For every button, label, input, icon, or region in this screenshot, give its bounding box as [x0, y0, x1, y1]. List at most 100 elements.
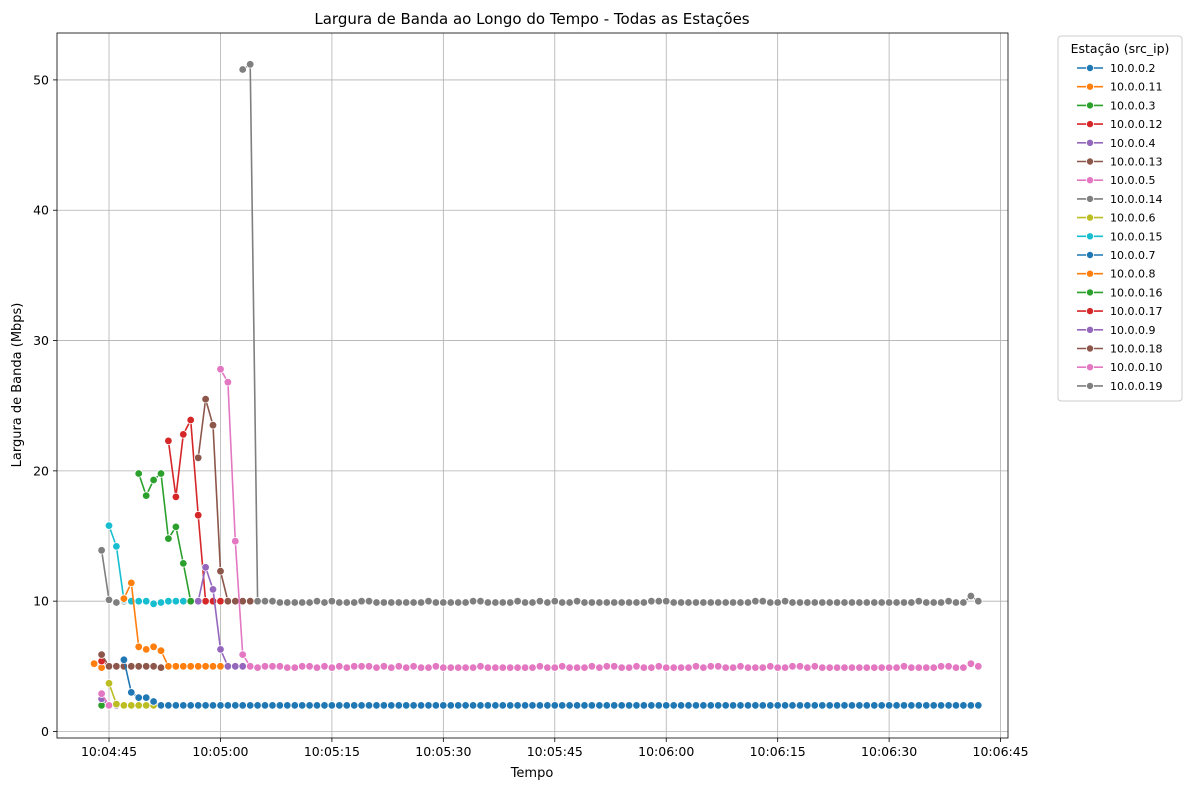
- data-point: [290, 663, 299, 672]
- data-point: [416, 663, 426, 672]
- data-point: [119, 701, 129, 710]
- data-point: [498, 701, 507, 710]
- data-point: [424, 701, 433, 710]
- data-point: [402, 701, 411, 710]
- legend-marker: [1086, 101, 1095, 110]
- x-tick-label: 10:06:45: [973, 744, 1029, 759]
- data-point: [186, 701, 195, 710]
- data-point: [164, 662, 173, 671]
- series-10-0-0-10: [216, 365, 983, 672]
- data-point: [884, 701, 894, 710]
- data-point: [216, 567, 225, 576]
- data-point: [134, 597, 143, 606]
- data-point: [743, 598, 753, 607]
- data-point: [936, 598, 946, 607]
- data-point: [171, 662, 181, 671]
- data-point: [268, 662, 277, 671]
- data-point: [780, 701, 790, 710]
- legend-item: 10.0.0.13: [1077, 156, 1162, 169]
- data-point: [379, 598, 389, 607]
- data-point: [283, 701, 292, 710]
- data-point: [305, 701, 314, 710]
- data-point: [520, 598, 530, 607]
- data-point: [736, 662, 745, 671]
- y-tick-label: 50: [33, 72, 49, 87]
- data-point: [216, 662, 225, 671]
- data-point: [951, 663, 961, 672]
- data-point: [788, 598, 797, 607]
- data-point: [238, 662, 247, 671]
- legend-item: 10.0.0.2: [1077, 62, 1155, 75]
- legend-label: 10.0.0.18: [1110, 343, 1162, 356]
- data-point: [89, 659, 99, 668]
- data-point: [112, 542, 121, 551]
- legend-label: 10.0.0.8: [1110, 268, 1155, 281]
- data-point: [335, 662, 344, 671]
- data-point: [892, 701, 901, 710]
- data-point: [662, 663, 671, 672]
- data-point: [832, 598, 842, 607]
- data-point: [818, 598, 827, 607]
- data-point: [728, 663, 738, 672]
- data-point: [840, 701, 849, 710]
- legend: Estação (src_ip) 10.0.0.210.0.0.1110.0.0…: [1057, 35, 1183, 402]
- series-10-0-0-13: [97, 650, 173, 672]
- data-point: [914, 597, 923, 606]
- data-point: [335, 701, 344, 710]
- data-point: [580, 701, 589, 710]
- data-point: [431, 701, 441, 710]
- data-point: [654, 701, 663, 710]
- data-point: [884, 598, 894, 607]
- data-point: [617, 663, 626, 672]
- legend-item: 10.0.0.19: [1077, 380, 1162, 393]
- data-point: [736, 701, 745, 710]
- x-tick-label: 10:05:45: [527, 744, 583, 759]
- data-point: [298, 662, 307, 671]
- data-point: [595, 598, 604, 607]
- data-point: [751, 701, 760, 710]
- data-point: [231, 662, 240, 671]
- legend-marker: [1086, 82, 1095, 91]
- data-point: [974, 597, 983, 606]
- data-point: [156, 663, 166, 672]
- data-point: [416, 598, 426, 607]
- data-point: [283, 663, 292, 672]
- data-point: [773, 663, 782, 672]
- data-point: [944, 662, 953, 671]
- legend-label: 10.0.0.15: [1110, 230, 1162, 243]
- legend-marker: [1086, 363, 1095, 372]
- data-point: [468, 597, 478, 606]
- data-point: [959, 701, 968, 710]
- data-point: [327, 597, 337, 606]
- data-point: [164, 701, 173, 710]
- legend-marker: [1086, 381, 1095, 390]
- data-point: [193, 453, 203, 462]
- legend-item: 10.0.0.5: [1077, 174, 1155, 187]
- data-point: [907, 598, 916, 607]
- legend-label: 10.0.0.10: [1110, 361, 1162, 374]
- data-point: [669, 663, 678, 672]
- data-point: [171, 701, 181, 710]
- data-point: [572, 701, 582, 710]
- data-point: [402, 663, 411, 672]
- x-tick-label: 10:04:45: [81, 744, 137, 759]
- data-point: [104, 595, 114, 605]
- data-point: [892, 598, 901, 607]
- data-point: [364, 662, 374, 671]
- data-point: [201, 395, 210, 404]
- data-point: [491, 701, 500, 710]
- data-point: [283, 598, 292, 607]
- data-point: [253, 597, 262, 606]
- data-point: [847, 663, 857, 672]
- chart-title: Largura de Banda ao Longo do Tempo - Tod…: [314, 10, 749, 28]
- legend-marker: [1086, 213, 1095, 222]
- x-tick-label: 10:05:00: [192, 744, 248, 759]
- data-point: [208, 421, 218, 430]
- data-point: [141, 701, 151, 710]
- data-point: [112, 598, 121, 607]
- data-point: [260, 662, 270, 671]
- data-point: [201, 701, 210, 710]
- legend-item: 10.0.0.17: [1077, 305, 1162, 318]
- data-point: [810, 598, 819, 607]
- data-point: [424, 597, 433, 606]
